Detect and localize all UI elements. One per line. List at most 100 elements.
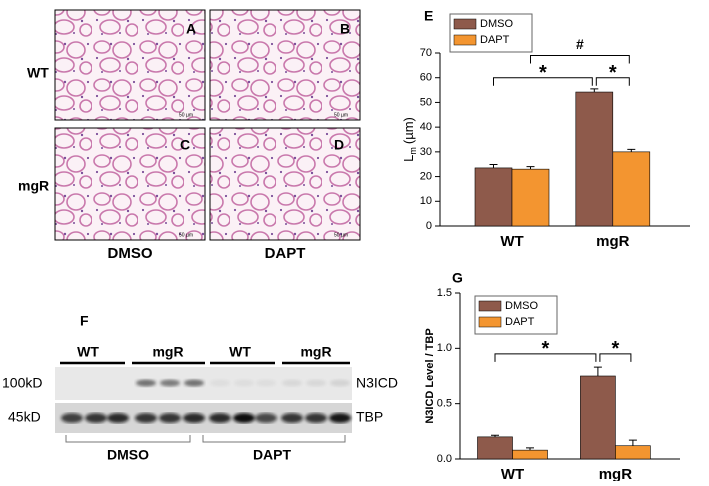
significance-label: * <box>542 338 550 360</box>
blot-band <box>135 413 157 423</box>
blot-band <box>160 379 180 387</box>
legend-swatch <box>478 316 502 328</box>
bar <box>474 167 513 227</box>
group-label: mgR <box>152 344 183 360</box>
legend-swatch <box>453 34 477 46</box>
blot-band <box>159 413 181 423</box>
error-bar <box>628 439 637 446</box>
protein-label: N3ICD <box>356 375 398 391</box>
blot-band <box>136 379 156 387</box>
micrograph <box>209 9 361 121</box>
y-tick-label: 0.5 <box>437 398 452 410</box>
blot-band <box>184 379 204 387</box>
panel-label: D <box>334 137 344 153</box>
group-label: mgR <box>300 344 331 360</box>
error-bar <box>526 447 534 451</box>
blot-band <box>281 413 303 423</box>
row-label: WT <box>27 65 49 81</box>
y-tick-label: 30 <box>420 146 432 158</box>
micrograph <box>54 9 206 121</box>
bar <box>477 436 513 460</box>
y-tick-label: 60 <box>420 72 432 84</box>
y-tick-label: 0 <box>426 220 432 232</box>
error-bar <box>593 366 602 376</box>
y-axis-title: N3ICD Level / TBP <box>424 328 436 423</box>
blot-band <box>256 379 276 387</box>
micrograph-panel: A B C D WT mgR DMSO DAPT 50 µm 50 µm 50 … <box>18 9 361 262</box>
legend-label: DAPT <box>505 316 535 328</box>
y-tick-label: 1.0 <box>437 342 452 354</box>
blot-band <box>282 379 302 387</box>
marker-label: 100kD <box>2 375 42 391</box>
bar <box>511 168 550 227</box>
panel-label: A <box>186 21 196 37</box>
treatment-bracket <box>65 435 346 443</box>
scale-bars: 50 µm 50 µm 50 µm 50 µm <box>179 112 348 238</box>
legend-label: DAPT <box>480 34 510 46</box>
blot-band <box>255 413 277 423</box>
legend-swatch <box>453 18 477 30</box>
y-tick-label: 50 <box>420 96 432 108</box>
blot-band <box>305 413 327 423</box>
significance-label: * <box>612 338 620 360</box>
x-tick-label: mgR <box>596 233 630 250</box>
x-tick-label: WT <box>500 233 523 250</box>
panel-label: G <box>452 270 463 286</box>
blot-band <box>329 413 351 423</box>
y-tick-label: 0.0 <box>437 453 452 465</box>
bar <box>580 375 616 460</box>
y-tick-label: 40 <box>420 121 432 133</box>
marker-label: 45kD <box>8 409 41 425</box>
blot-band <box>183 413 205 423</box>
column-label: DMSO <box>108 245 153 262</box>
y-axis-title-part: m <box>408 147 418 155</box>
blot-band <box>233 413 255 423</box>
y-tick-label: 20 <box>420 170 432 182</box>
y-tick-label: 10 <box>420 195 432 207</box>
y-axis-title: Lm (µm) <box>401 117 418 162</box>
bar <box>512 449 548 460</box>
panel-label: E <box>424 8 433 24</box>
western-blot: F WT mgR WT mgR 100kD 45kD N3ICD TBP DMS… <box>2 313 398 463</box>
micrograph <box>54 127 206 241</box>
blot-band <box>107 413 129 423</box>
treatment-label: DMSO <box>107 447 149 463</box>
y-tick-label: 70 <box>420 47 432 59</box>
significance-label: * <box>609 62 617 84</box>
panel-label: C <box>180 137 190 153</box>
blot-band <box>61 413 83 423</box>
protein-label: TBP <box>356 409 383 425</box>
error-bar <box>491 434 499 437</box>
y-tick-label: 1.5 <box>437 287 452 299</box>
legend-label: DMSO <box>480 18 513 30</box>
row-label: mgR <box>18 178 49 194</box>
scale-bar-label: 50 µm <box>179 232 193 238</box>
significance-label: * <box>539 62 547 84</box>
blot-band <box>234 379 254 387</box>
bar <box>575 91 614 227</box>
x-tick-label: mgR <box>599 466 633 481</box>
group-label: WT <box>77 344 99 360</box>
panel-label: B <box>340 21 350 37</box>
column-label: DAPT <box>265 245 306 262</box>
blot-band <box>330 379 350 387</box>
error-bar <box>489 163 498 168</box>
significance-bracket <box>530 54 630 64</box>
significance-bracket <box>599 353 632 362</box>
significance-bracket <box>494 353 597 362</box>
legend-label: DMSO <box>505 300 538 312</box>
significance-bracket <box>493 77 593 86</box>
scale-bar-label: 50 µm <box>334 232 348 238</box>
blot-band <box>209 413 231 423</box>
x-tick-label: WT <box>501 466 524 481</box>
significance-bracket <box>595 77 630 86</box>
error-bar <box>526 166 535 170</box>
treatment-label: DAPT <box>253 447 292 463</box>
panel-label: F <box>80 313 89 329</box>
y-axis-title-part: L <box>401 155 416 162</box>
bar <box>612 151 651 227</box>
error-bar <box>590 88 599 93</box>
error-bar <box>627 148 636 152</box>
micrograph <box>209 127 361 241</box>
